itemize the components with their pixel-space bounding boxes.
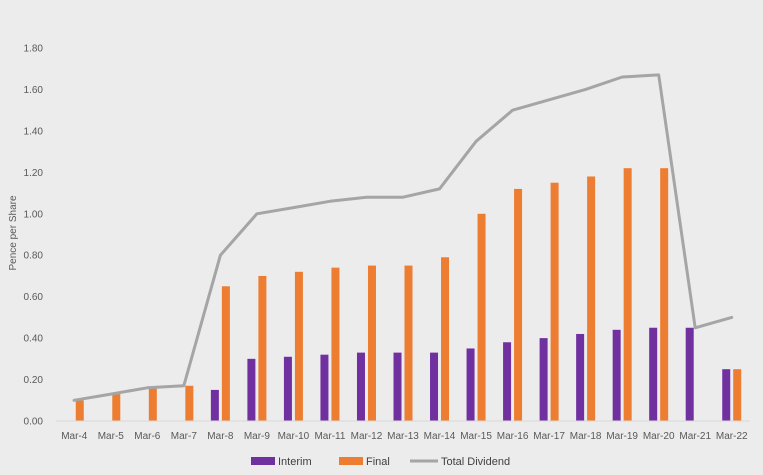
x-tick-label: Mar-8 (207, 431, 234, 442)
interim-bar (210, 389, 219, 421)
final-bar (185, 385, 194, 421)
x-tick-label: Mar-22 (716, 431, 748, 442)
x-tick-label: Mar-16 (497, 431, 529, 442)
bars-group (75, 168, 742, 421)
interim-bar (503, 342, 512, 421)
total-dividend-line (72, 73, 734, 402)
interim-bar (722, 369, 731, 421)
x-tick-label: Mar-15 (460, 431, 492, 442)
x-tick-label: Mar-19 (606, 431, 638, 442)
final-bar (367, 265, 376, 421)
final-bar (550, 182, 559, 421)
interim-bar (685, 327, 694, 421)
x-tick-label: Mar-21 (679, 431, 711, 442)
final-bar (587, 176, 596, 421)
y-tick-label: 0.20 (24, 375, 44, 386)
final-bar (294, 271, 303, 421)
interim-bar (466, 348, 475, 421)
interim-bar (356, 352, 365, 421)
x-tick-label: Mar-20 (643, 431, 675, 442)
final-bar (404, 265, 413, 421)
y-tick-label: 1.80 (24, 44, 44, 55)
interim-bar (539, 338, 548, 421)
x-tick-label: Mar-12 (351, 431, 383, 442)
x-tick-label: Mar-4 (61, 431, 88, 442)
x-tick-label: Mar-7 (171, 431, 198, 442)
x-tick-label: Mar-14 (424, 431, 456, 442)
final-bar (441, 257, 450, 421)
x-tick-label: Mar-10 (278, 431, 310, 442)
x-tick-label: Mar-9 (244, 431, 271, 442)
final-bar (514, 188, 523, 421)
final-bar (623, 168, 632, 421)
y-tick-label: 1.40 (24, 126, 44, 137)
final-bar (660, 168, 669, 421)
final-bar (148, 387, 157, 421)
final-bar (477, 213, 486, 421)
interim-bar (612, 329, 621, 421)
interim-bar (649, 327, 658, 421)
interim-bar (430, 352, 439, 421)
x-tick-label: Mar-11 (314, 431, 345, 442)
final-bar (331, 267, 340, 421)
x-tick-label: Mar-18 (570, 431, 602, 442)
y-tick-label: 0.00 (24, 417, 44, 428)
x-axis-ticks: Mar-4 Mar-5 Mar-6 Mar-7 Mar-8 Mar-9 Mar-10 Mar-… (61, 431, 748, 442)
interim-bar (576, 333, 585, 421)
interim-bar (283, 356, 292, 421)
y-axis-ticks: 0.00 0.20 0.40 0.60 0.80 1.00 1.20 1.40 1.60 1.80 (24, 44, 44, 428)
legend-label: Final (366, 456, 390, 468)
y-axis-title: Pence per Share (8, 195, 19, 270)
interim-bar (393, 352, 402, 421)
final-bar (221, 286, 230, 421)
y-tick-label: 1.60 (24, 85, 44, 96)
legend: Interim Final Total Dividend (251, 456, 510, 468)
y-tick-label: 0.80 (24, 251, 44, 262)
final-bar (258, 275, 267, 421)
y-tick-label: 0.60 (24, 292, 44, 303)
legend-swatch (251, 457, 275, 465)
line-group (72, 73, 734, 402)
final-bar (75, 400, 84, 421)
legend-swatch (339, 457, 363, 465)
x-tick-label: Mar-5 (98, 431, 125, 442)
legend-label: Total Dividend (441, 456, 510, 468)
y-tick-label: 1.00 (24, 209, 44, 220)
y-tick-label: 1.20 (24, 168, 44, 179)
final-bar (733, 369, 742, 421)
interim-bar (247, 358, 256, 421)
y-tick-label: 0.40 (24, 334, 44, 345)
legend-label: Interim (278, 456, 312, 468)
x-tick-label: Mar-17 (533, 431, 565, 442)
x-tick-label: Mar-6 (134, 431, 161, 442)
x-tick-label: Mar-13 (387, 431, 419, 442)
interim-bar (320, 354, 329, 421)
final-bar (112, 394, 121, 421)
